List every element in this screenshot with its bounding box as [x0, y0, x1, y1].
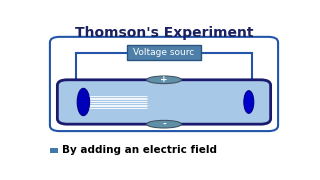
Ellipse shape — [77, 88, 90, 116]
FancyBboxPatch shape — [57, 80, 271, 124]
Text: By adding an electric field: By adding an electric field — [61, 145, 217, 156]
Text: +: + — [160, 75, 168, 84]
Ellipse shape — [147, 120, 181, 128]
Text: Thomson's Experiment: Thomson's Experiment — [75, 26, 253, 40]
Text: Voltage sourc: Voltage sourc — [133, 48, 195, 57]
Bar — [50, 148, 58, 153]
Ellipse shape — [244, 91, 254, 113]
FancyBboxPatch shape — [127, 45, 201, 60]
Text: -: - — [162, 120, 166, 129]
Ellipse shape — [147, 76, 181, 84]
